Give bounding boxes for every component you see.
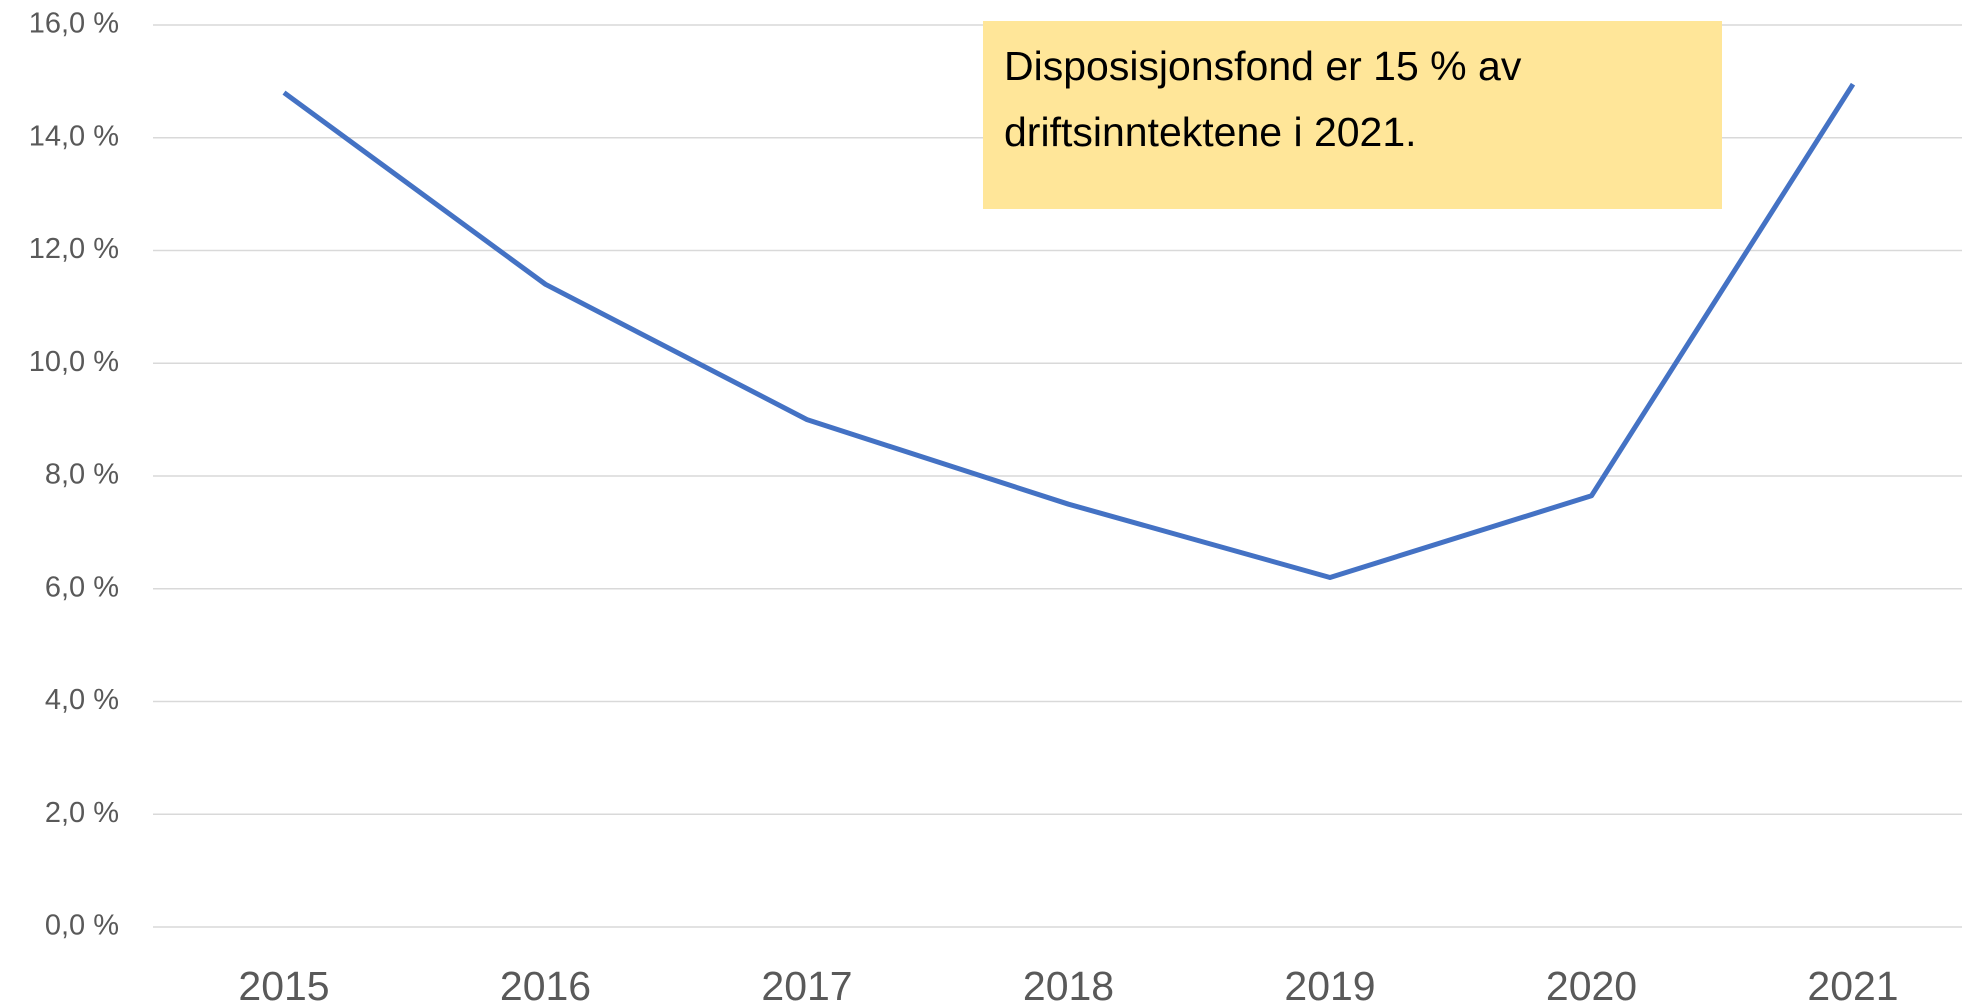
x-tick-label: 2017 (761, 963, 852, 1008)
y-tick-label: 12,0 % (29, 233, 119, 265)
y-tick-label: 2,0 % (45, 797, 119, 829)
x-tick-label: 2021 (1807, 963, 1898, 1008)
y-tick-label: 14,0 % (29, 120, 119, 152)
x-tick-label: 2016 (500, 963, 591, 1008)
annotation-text: driftsinntektene i 2021. (1004, 109, 1417, 155)
y-tick-label: 10,0 % (29, 346, 119, 378)
x-tick-label: 2018 (1023, 963, 1114, 1008)
x-tick-label: 2019 (1284, 963, 1375, 1008)
y-tick-label: 8,0 % (45, 459, 119, 491)
y-tick-label: 6,0 % (45, 571, 119, 603)
x-tick-label: 2020 (1546, 963, 1637, 1008)
data-line (282, 82, 1856, 580)
annotation-box (983, 21, 1722, 209)
y-tick-label: 0,0 % (45, 910, 119, 942)
annotation-text: Disposisjonsfond er 15 % av (1004, 43, 1522, 89)
x-tick-label: 2015 (238, 963, 329, 1008)
y-tick-label: 16,0 % (29, 8, 119, 40)
y-tick-label: 4,0 % (45, 684, 119, 716)
